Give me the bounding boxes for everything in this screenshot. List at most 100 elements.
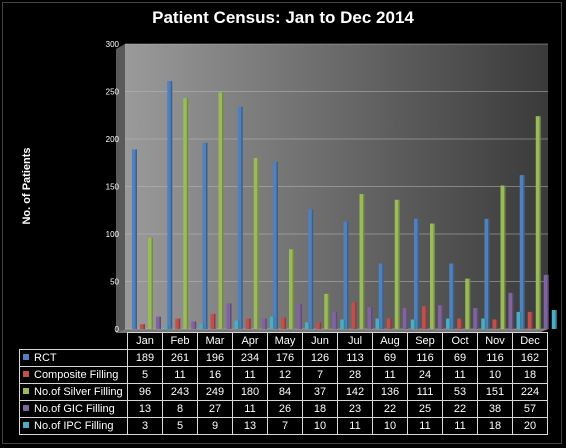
data-label: 224 (512, 383, 548, 401)
plot-side-wall (116, 44, 125, 333)
bar-composite-filling (140, 324, 145, 329)
x-tick-label: Jan (127, 332, 163, 350)
data-label: 38 (477, 400, 513, 418)
bar-composite-filling (386, 318, 392, 329)
bar-shade (484, 318, 487, 329)
data-label: 26 (267, 400, 303, 418)
data-label: 113 (337, 349, 373, 367)
data-label: 11 (372, 366, 408, 384)
table-corner (19, 332, 128, 350)
bar-shade (238, 320, 240, 329)
table-row: No.of IPC Filling 3 5 9 13 7 10 11 10 11 11 18 20 (19, 417, 548, 435)
data-label: 162 (512, 349, 548, 367)
data-label: 111 (407, 383, 443, 401)
bar-no-of-gic-filling (438, 305, 443, 329)
data-label: 142 (337, 383, 373, 401)
data-label: 10 (372, 417, 408, 435)
bar-no-of-ipc-filling (340, 319, 346, 329)
data-label: 25 (407, 400, 443, 418)
data-label: 23 (337, 400, 373, 418)
bar-shade (523, 175, 525, 329)
legend-label: Composite Filling (34, 369, 119, 381)
bar-shade (284, 317, 286, 329)
bar-shade (143, 324, 145, 329)
x-tick-label: Jul (337, 332, 373, 350)
bar-shade (433, 223, 435, 329)
bar-no-of-gic-filling (543, 274, 549, 329)
bar-composite-filling (492, 319, 498, 329)
y-tick-label: 0 (115, 325, 120, 334)
legend-label: No.of Silver Filling (34, 386, 123, 398)
bar-shade (178, 318, 181, 329)
data-label: 10 (302, 417, 338, 435)
legend-entry: No.of IPC Filling (19, 417, 128, 435)
bar-shade (151, 237, 153, 329)
bar-shade (167, 326, 169, 329)
table-row: RCT 189 261 196 234 176 126 113 69 116 69 116 162 (19, 349, 548, 367)
y-tick-label: 100 (106, 230, 120, 239)
data-label: 10 (477, 366, 513, 384)
data-label: 249 (197, 383, 233, 401)
data-label: 13 (232, 417, 268, 435)
bar-shade (202, 324, 205, 329)
bar-shade (488, 218, 490, 329)
bar-shade (496, 319, 498, 329)
data-label: 7 (302, 366, 338, 384)
bar-rct (343, 221, 349, 329)
bar-rct (237, 106, 243, 329)
data-label: 22 (372, 400, 408, 418)
legend-label: RCT (34, 352, 57, 364)
data-label: 11 (442, 417, 478, 435)
data-label: 28 (337, 366, 373, 384)
bar-shade (382, 263, 384, 329)
bar-shade (504, 185, 506, 329)
data-label: 9 (197, 417, 233, 435)
data-table: Jan Feb Mar Apr May Jun Jul Aug Sep Oct Nov Dec RCT 1… (19, 332, 548, 435)
data-label: 13 (127, 400, 163, 418)
bar-no-of-gic-filling (191, 321, 197, 329)
bar-composite-filling (175, 318, 181, 329)
bar-shade (460, 318, 463, 329)
chart-frame (2, 2, 562, 444)
x-tick-label: Nov (477, 332, 513, 350)
bar-no-of-ipc-filling (269, 316, 275, 329)
bar-shade (311, 209, 314, 329)
data-label: 11 (442, 366, 478, 384)
data-label: 11 (162, 366, 198, 384)
legend-entry: RCT (19, 349, 128, 367)
bar-no-of-ipc-filling (551, 310, 557, 329)
bar-shade (159, 316, 161, 329)
bar-rct (378, 263, 384, 329)
data-label: 96 (127, 383, 163, 401)
x-tick-label: Feb (162, 332, 198, 350)
bar-shade (241, 106, 243, 329)
bar-shade (276, 161, 278, 329)
data-label: 18 (477, 417, 513, 435)
bar-no-of-silver-filling (289, 249, 294, 329)
bar-no-of-gic-filling (402, 308, 408, 329)
bar-no-of-ipc-filling (410, 319, 416, 329)
bar-no-of-gic-filling (332, 311, 338, 329)
data-label: 151 (477, 383, 513, 401)
bar-composite-filling (422, 306, 427, 329)
legend-label: No.of IPC Filling (34, 420, 114, 432)
bar-rct (449, 263, 455, 329)
bar-rct (519, 175, 525, 329)
bar-shade (468, 278, 471, 329)
bar-shade (222, 92, 224, 329)
table-row: No.of GIC Filling 13 8 27 11 26 18 23 22 25 22 38 57 (19, 400, 548, 418)
bar-shade (441, 305, 443, 329)
data-label: 243 (162, 383, 198, 401)
y-tick-label: 50 (110, 278, 119, 287)
bar-shade (249, 318, 251, 329)
bar-no-of-ipc-filling (199, 324, 205, 329)
bar-shade (363, 194, 365, 329)
data-label: 22 (442, 400, 478, 418)
bar-shade (194, 321, 197, 329)
x-tick-label: May (267, 332, 303, 350)
data-label: 126 (302, 349, 338, 367)
bar-no-of-silver-filling (535, 116, 541, 329)
bar-shade (547, 274, 549, 329)
bar-rct (484, 218, 490, 329)
